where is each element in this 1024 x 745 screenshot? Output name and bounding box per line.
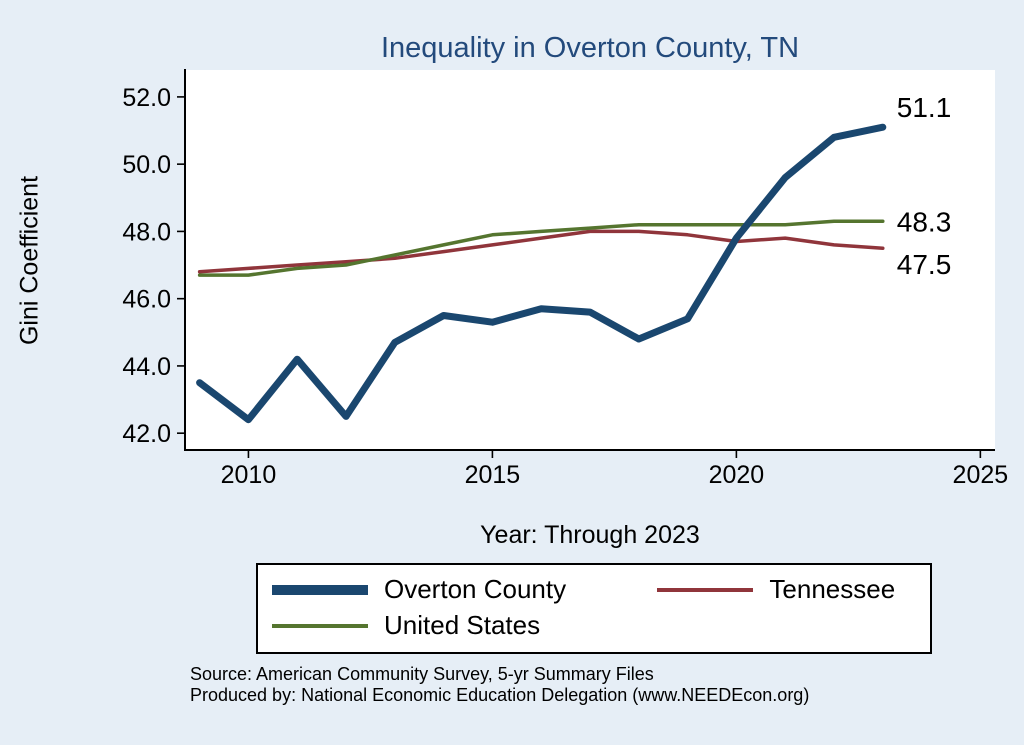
x-tick-label: 2020 <box>709 461 765 489</box>
end-label-tennessee: 47.5 <box>897 249 952 280</box>
overton-county-line-swatch <box>272 584 368 595</box>
united-states-line-swatch <box>272 623 368 628</box>
legend-label-overton-county: Overton County <box>384 574 567 604</box>
y-tick-label: 48.0 <box>122 218 171 246</box>
produced-by-note: Produced by: National Economic Education… <box>190 684 810 705</box>
source-note: Source: American Community Survey, 5-yr … <box>190 664 654 684</box>
legend-entry-united-states: United States <box>272 610 611 641</box>
end-label-overton-county: 51.1 <box>897 92 952 123</box>
legend-entry-tennessee: Tennessee <box>611 574 920 605</box>
series-line-overton-county <box>196 123 887 424</box>
y-tick-label: 44.0 <box>122 353 171 381</box>
series-line-united-states <box>197 219 885 277</box>
legend-label-tennessee: Tennessee <box>769 574 896 604</box>
chart-title: Inequality in Overton County, TN <box>380 32 800 64</box>
end-label-united-states: 48.3 <box>897 206 952 237</box>
legend-label-united-states: United States <box>384 610 541 640</box>
plot-area: 42.0 44.0 46.0 48.0 50.0 52.0 2010 2015 2020 2025… <box>122 69 1009 489</box>
x-tick-label: 2025 <box>953 461 1009 489</box>
y-axis-title: Gini Coefficient <box>15 175 44 346</box>
y-tick-label: 42.0 <box>122 420 171 448</box>
x-axis-title: Year: Through 2023 <box>480 521 700 549</box>
y-tick-label: 52.0 <box>122 84 171 112</box>
x-tick-label: 2010 <box>221 461 277 489</box>
y-tick-label: 46.0 <box>122 286 171 314</box>
x-tick-label: 2015 <box>465 461 521 489</box>
legend: Overton County Tennessee United States <box>256 563 932 654</box>
tennessee-line-swatch <box>657 587 754 592</box>
footnotes: Source: American Community Survey, 5-yr … <box>190 664 809 705</box>
legend-entry-overton-county: Overton County <box>272 574 611 605</box>
series-line-tennessee <box>197 229 885 274</box>
y-tick-label: 50.0 <box>122 151 171 179</box>
